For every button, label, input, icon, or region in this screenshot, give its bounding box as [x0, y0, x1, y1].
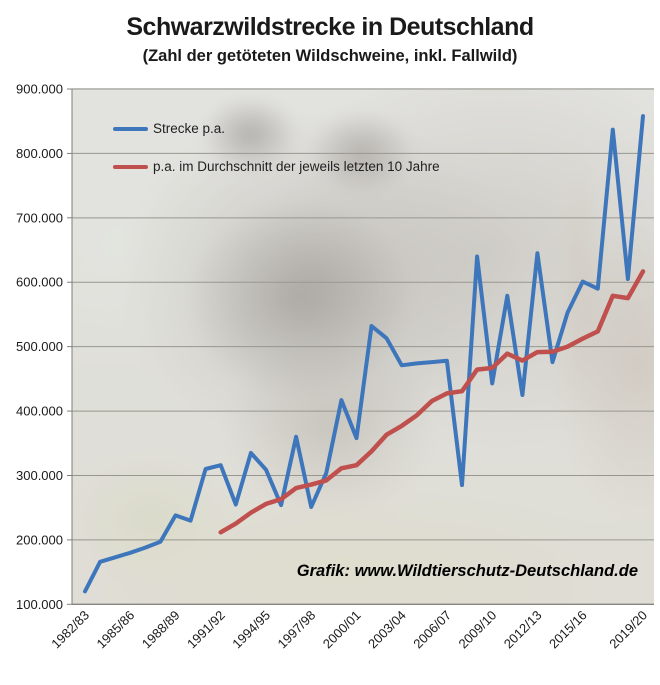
y-axis-label: 700.000	[16, 210, 63, 225]
x-axis-label: 2003/04	[365, 608, 409, 652]
x-axis-label: 1994/95	[229, 608, 273, 652]
x-axis-label: 2000/01	[320, 608, 364, 652]
x-axis-label: 1985/86	[94, 608, 138, 652]
y-axis-label: 100.000	[16, 597, 63, 612]
chart-title: Schwarzwildstrecke in Deutschland	[126, 13, 534, 41]
credit-text: Grafik: www.Wildtierschutz-Deutschland.d…	[296, 562, 638, 580]
x-axis-label: 2015/16	[546, 608, 590, 652]
legend-item-durchschnitt: p.a. im Durchschnitt der jeweils letzten…	[113, 157, 440, 176]
legend: Strecke p.a. p.a. im Durchschnitt der je…	[113, 119, 440, 195]
chart-subtitle: (Zahl der getöteten Wildschweine, inkl. …	[142, 47, 518, 65]
series-line-durchschnitt-10-jahre	[218, 269, 646, 535]
y-axis-label: 800.000	[16, 146, 63, 161]
legend-line-durchschnitt-icon	[113, 164, 148, 169]
x-axis-label: 2009/10	[455, 608, 499, 652]
x-axis-label: 1988/89	[139, 608, 183, 652]
x-axis-label: 1997/98	[274, 608, 318, 652]
legend-label-strecke: Strecke p.a.	[153, 121, 226, 136]
legend-item-strecke: Strecke p.a.	[113, 119, 440, 138]
x-axis-label: 1982/83	[48, 608, 92, 652]
y-axis-label: 200.000	[16, 532, 63, 547]
x-axis-label: 2012/13	[501, 608, 545, 652]
x-axis-label: 1991/92	[184, 608, 228, 652]
series-line-strecke	[83, 114, 645, 594]
legend-label-durchschnitt: p.a. im Durchschnitt der jeweils letzten…	[153, 159, 440, 174]
y-axis-label: 600.000	[16, 275, 63, 290]
y-axis-label: 400.000	[16, 404, 63, 419]
y-axis-label: 300.000	[16, 468, 63, 483]
x-axis-label: 2019/20	[606, 608, 650, 652]
y-axis-label: 500.000	[16, 339, 63, 354]
legend-line-strecke-icon	[113, 126, 148, 131]
y-axis-label: 900.000	[16, 82, 63, 97]
x-axis-label: 2006/07	[410, 608, 454, 652]
